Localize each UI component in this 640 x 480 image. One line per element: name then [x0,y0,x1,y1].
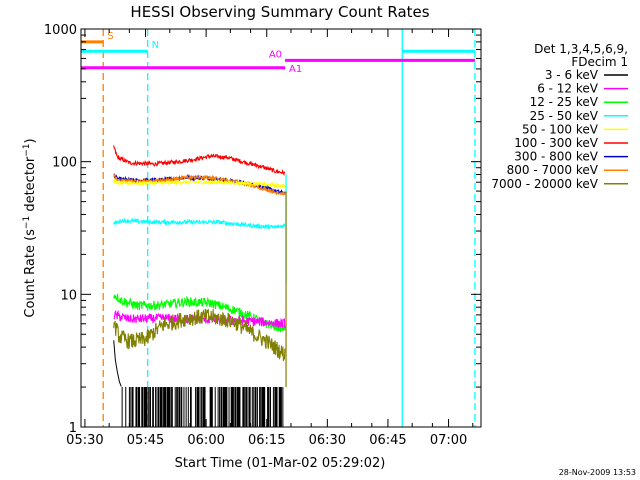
series-line-3-6-kev [113,340,122,387]
y-axis-label-sup1: −1 [22,216,32,229]
series-line-3 [113,177,286,189]
y-tick-label-3: 1000 [44,23,77,38]
legend-header-line-2: FDecim 1 [571,55,628,69]
axes: 05:30 05:45 06:00 06:15 06:30 06:45 07:00 1 10 10… [44,23,481,448]
flag-label-1: N [152,40,159,51]
legend-entry-label-5: 100 - 300 keV [514,136,598,150]
legend-entry-label-2: 12 - 25 keV [530,95,599,109]
legend-entry-label-8: 7000 - 20000 keV [491,177,598,191]
plot-frame [80,28,482,428]
y-axis-label-mid: detector [23,156,38,216]
legend-entry-label-1: 6 - 12 keV [537,82,599,96]
y-tick-label-0: 1 [69,421,77,436]
flag-label-0: S [107,31,113,42]
legend-entry-label-4: 50 - 100 keV [522,122,599,136]
legend-header-line-1: Det 1,3,4,5,6,9, [534,42,628,56]
x-tick-label-4: 06:30 [309,433,346,448]
x-tick-label-6: 07:00 [430,433,467,448]
x-tick-label-0: 05:30 [66,433,103,448]
legend-entry-label-3: 25 - 50 keV [530,109,599,123]
y-tick-label-2: 100 [52,156,77,171]
series-line-0 [113,145,286,177]
flag-label-4: A1 [289,64,302,75]
y-axis-label: Count Rate (s−1 detector−1) [22,138,38,317]
legend-entry-label-7: 800 - 7000 keV [507,163,599,177]
x-tick-label-1: 05:45 [127,433,164,448]
x-tick-label-2: 06:00 [187,433,224,448]
footer-timestamp: 28-Nov-2009 13:53 [559,468,636,477]
series-line-7 [113,308,286,362]
y-axis-label-end: ) [23,138,38,143]
x-tick-label-5: 06:45 [369,433,406,448]
series-line-4 [113,217,286,231]
y-axis-label-main: Count Rate (s [23,229,38,318]
x-tick-label-3: 06:15 [248,433,285,448]
series-spikes-3-6-kev [121,387,284,427]
chart-title: HESSI Observing Summary Count Rates [130,3,429,21]
x-axis-label: Start Time (01-Mar-02 05:29:02) [175,456,386,471]
flag-label-3: A0 [269,49,282,60]
y-tick-label-1: 10 [60,288,77,303]
plot-area: S N A0 A1 [81,29,476,427]
legend-entry-label-0: 3 - 6 keV [545,68,599,82]
series-line-5 [113,293,286,333]
legend-entry-label-6: 300 - 800 keV [514,150,598,164]
y-axis-label-sup2: −1 [22,143,32,156]
